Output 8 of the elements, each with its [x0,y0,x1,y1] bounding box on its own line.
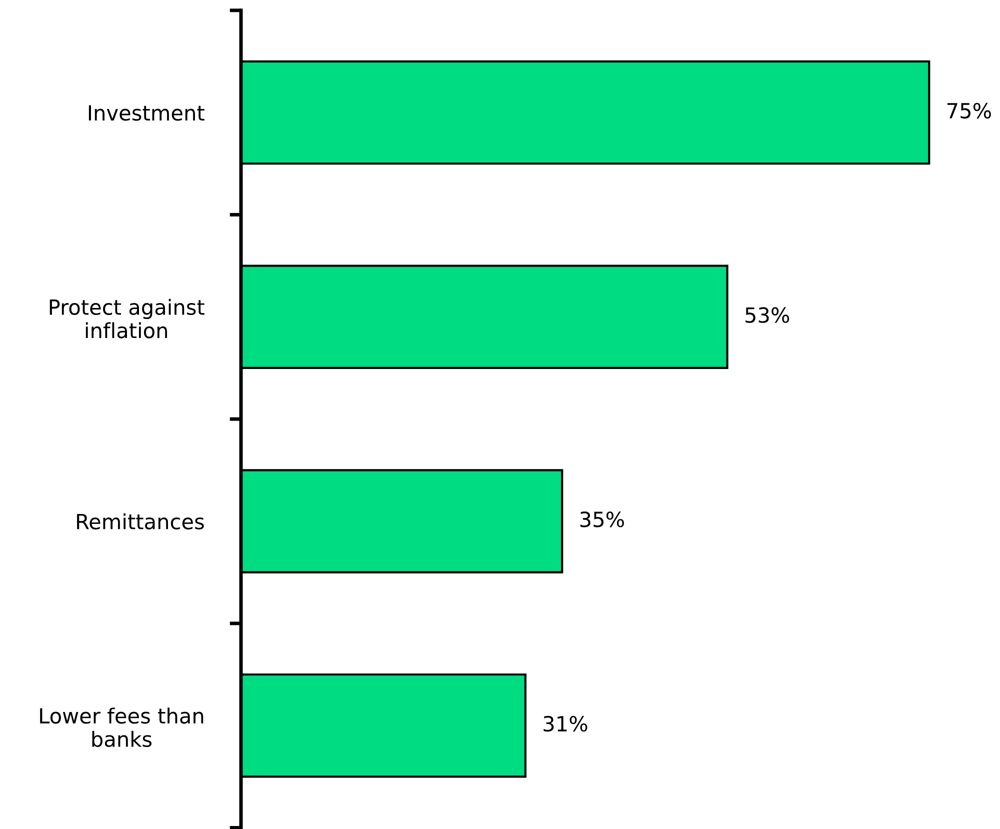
data-label: 31% [544,716,588,732]
y-tick-label: Lower fees than banks [40,708,204,748]
y-tick-label: Investment [88,105,204,121]
y-tick-label: Remittances [77,513,204,530]
y-tick-label: Protect against inflation [50,298,204,338]
data-label: 53% [746,307,790,323]
data-label: 75% [948,102,991,119]
data-label: 35% [580,512,624,528]
